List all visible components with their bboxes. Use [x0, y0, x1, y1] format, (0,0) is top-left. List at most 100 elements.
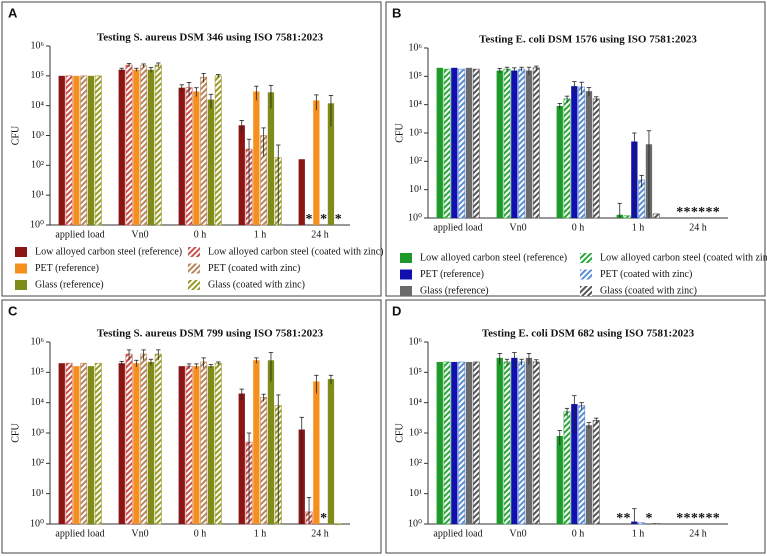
bar [154, 353, 162, 525]
bar [472, 68, 480, 219]
bar [87, 75, 95, 225]
x-tick-label: 1 h [632, 222, 645, 233]
bar [193, 366, 200, 524]
legend-label: PET (coated with zinc) [208, 263, 300, 274]
legend-swatch [580, 269, 592, 280]
bar [207, 99, 215, 225]
bar [200, 76, 208, 226]
bar [185, 87, 193, 226]
x-tick-label: Vn0 [509, 528, 526, 539]
y-tick-label: 10⁵ [31, 70, 45, 81]
y-tick-label: 10³ [31, 130, 44, 141]
legend-label: Low alloyed carbon steel (reference) [35, 246, 182, 257]
y-tick-label: 10² [409, 156, 422, 167]
bar [518, 361, 526, 525]
legend-label: Low alloyed carbon steel (reference) [420, 252, 567, 263]
bar [118, 69, 125, 226]
bar [200, 361, 208, 525]
y-tick-label: 10⁵ [31, 367, 45, 378]
bar [436, 361, 443, 524]
bar [58, 363, 65, 524]
bar [443, 68, 451, 219]
asterisk: * [320, 212, 327, 227]
bar [592, 98, 600, 219]
legend-swatch [400, 286, 412, 296]
panel-label: B [392, 5, 401, 20]
bar [556, 435, 563, 524]
bar [578, 405, 586, 525]
bar [652, 523, 660, 525]
bar [623, 215, 631, 219]
legend-label: PET (reference) [420, 269, 484, 280]
bar [214, 75, 222, 226]
bar [511, 70, 518, 219]
legend-label: Low alloyed carbon steel (coated with zi… [208, 246, 383, 257]
bar [298, 159, 305, 225]
x-tick-label: 24 h [689, 222, 707, 233]
bar [140, 65, 148, 226]
x-tick-label: applied load [433, 222, 482, 233]
legend-swatch [188, 263, 200, 274]
y-tick-label: 10¹ [31, 488, 44, 499]
asterisk: * [676, 511, 683, 526]
y-tick-label: 10⁶ [31, 336, 45, 347]
legend-label: Glass (coated with zinc) [208, 279, 305, 290]
y-tick-label: 10⁵ [409, 367, 423, 378]
x-tick-label: applied load [55, 528, 104, 539]
y-tick-label: 10³ [409, 427, 422, 438]
bar [267, 360, 275, 524]
asterisk: * [705, 205, 712, 220]
x-tick-label: Vn0 [131, 229, 148, 240]
asterisk: * [306, 212, 313, 227]
bar [313, 100, 320, 225]
bar [563, 411, 571, 525]
legend-swatch [15, 263, 27, 274]
y-tick-label: 10¹ [409, 184, 422, 195]
legend-swatch [580, 286, 592, 296]
bar [525, 357, 533, 524]
bar [214, 362, 222, 525]
bar [327, 379, 335, 524]
asterisk: * [645, 511, 652, 526]
y-tick-label: 10⁶ [409, 42, 423, 53]
x-tick-label: 24 h [311, 528, 329, 539]
legend-swatch [400, 253, 412, 263]
x-tick-label: Vn0 [131, 528, 148, 539]
bar [65, 362, 73, 525]
bar [585, 425, 593, 524]
bar [458, 361, 466, 525]
bar [140, 353, 148, 525]
bar [147, 69, 155, 226]
asterisk: * [684, 205, 691, 220]
asterisk: * [676, 205, 683, 220]
bar [592, 420, 600, 525]
legend-swatch [15, 280, 27, 290]
bar [73, 366, 80, 524]
bar [563, 98, 571, 219]
legend-swatch [188, 280, 200, 290]
asterisk: * [320, 511, 327, 526]
asterisk: * [624, 511, 631, 526]
bar [207, 366, 215, 524]
legend-label: Glass (reference) [420, 285, 489, 296]
bar [451, 361, 458, 524]
bar [313, 381, 320, 524]
bar [73, 75, 80, 225]
bar [80, 75, 88, 226]
y-axis-label: CFU [394, 122, 405, 142]
bar [503, 361, 511, 525]
y-tick-label: 10² [31, 160, 44, 171]
bar [443, 361, 451, 525]
x-tick-label: 24 h [311, 229, 329, 240]
y-tick-label: 10³ [409, 127, 422, 138]
bar [260, 397, 268, 525]
chart-title: Testing S. aureus DSM 346 using ISO 7581… [97, 32, 324, 44]
y-tick-label: 10⁴ [409, 99, 423, 110]
bar [267, 92, 275, 226]
bar [253, 360, 260, 524]
y-tick-label: 10⁶ [31, 40, 45, 51]
bar [178, 366, 185, 524]
panel-frame [385, 299, 766, 554]
